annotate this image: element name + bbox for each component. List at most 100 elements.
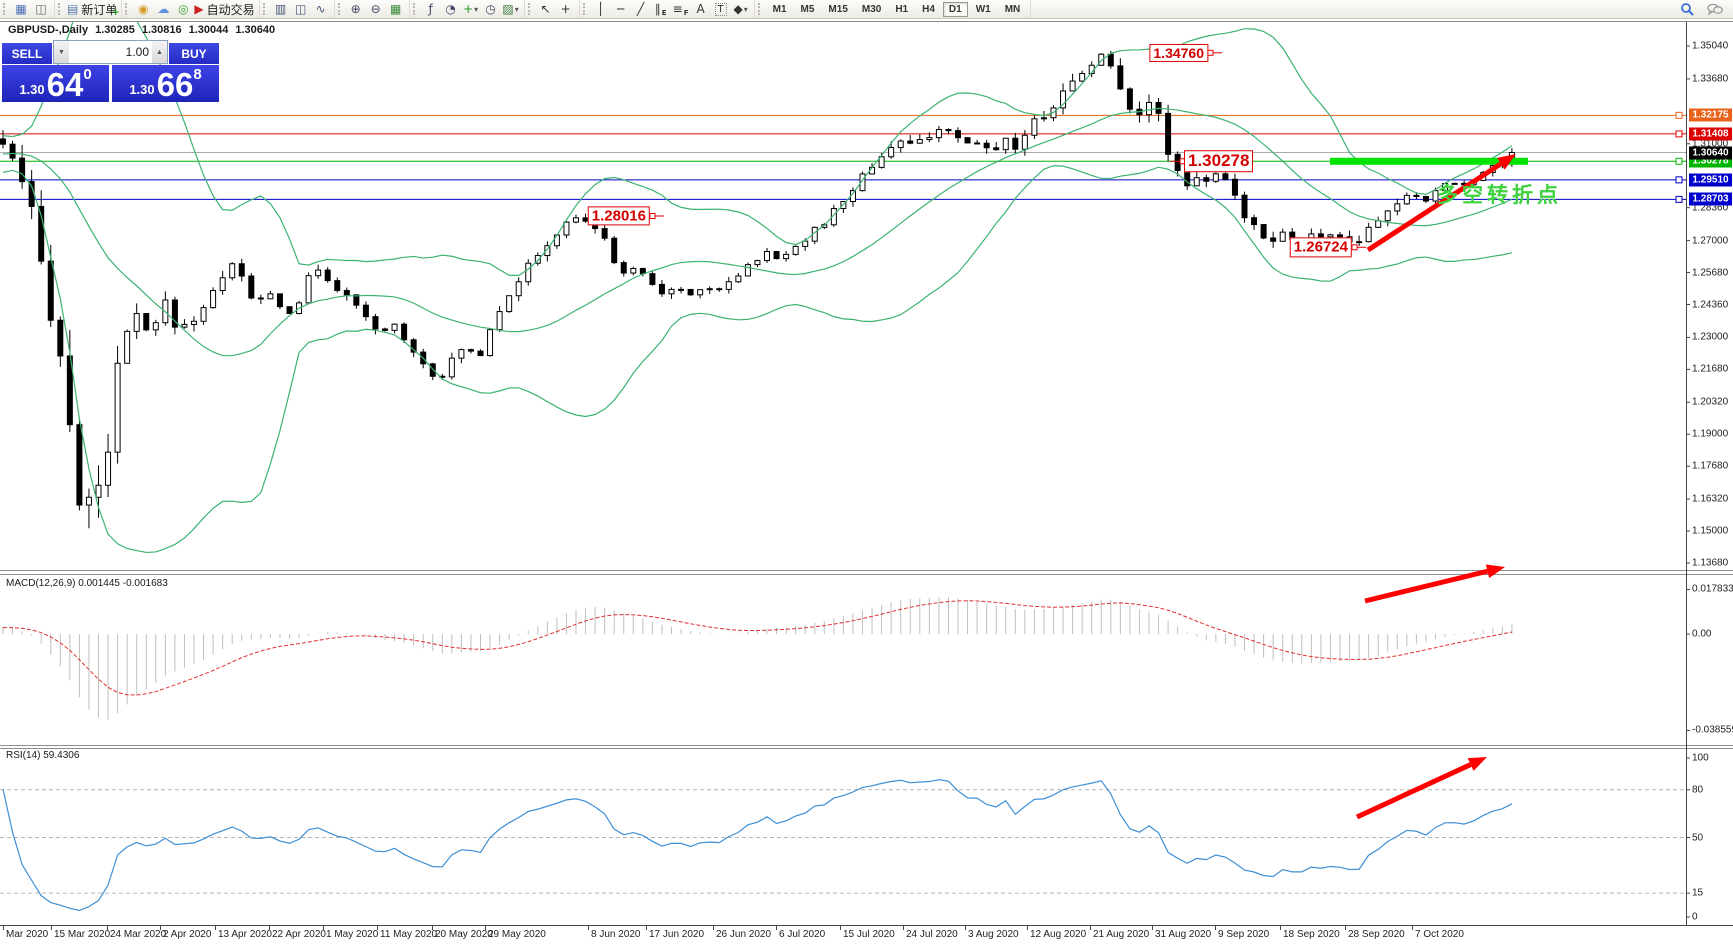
chart-low-value: 1.30044 [188,24,229,36]
sell-price-big: 64 [46,66,84,103]
timeframe-d1[interactable]: D1 [942,1,968,17]
toolbar-grip[interactable] [337,3,343,15]
price-tick-label: 1.31000 [1692,138,1729,150]
toolbar-grip[interactable] [412,3,418,15]
buy-button[interactable]: BUY [169,43,219,64]
price-callout[interactable]: 1.28016 [587,206,650,226]
period-clock-icon[interactable]: ◷ [485,2,496,16]
price-tick-label: 1.27000 [1692,235,1729,247]
bollinger-upper [2,22,1513,277]
date-label: 2 Apr 2020 [163,929,212,940]
price-callout[interactable]: 1.26724 [1289,237,1352,257]
print-preview-icon[interactable]: ◫ [35,2,47,16]
virtual-hosting-icon[interactable]: ☁ [157,2,170,16]
bar-chart-icon[interactable]: ▥ [274,2,287,16]
tile-windows-icon[interactable]: ▦ [389,2,402,16]
date-label: 22 Apr 2020 [272,929,326,940]
toolbar-grip[interactable] [125,3,130,15]
buy-price-prefix: 1.30 [129,82,155,97]
chart-window-icon[interactable]: ▦ [15,2,27,16]
sell-button[interactable]: SELL [2,43,52,64]
price-callout[interactable]: 1.30278 [1184,150,1254,173]
date-label: 8 Jun 2020 [591,929,641,940]
indicators-list-icon[interactable]: ƒ [428,2,433,16]
timeframe-h1[interactable]: H1 [895,3,909,15]
timeframe-mn[interactable]: MN [1004,3,1021,15]
toolbar-grip[interactable] [58,3,63,15]
add-indicator-icon[interactable]: + ▾ [463,2,479,16]
toolbar-grip[interactable] [757,3,763,15]
text-label-icon[interactable]: T [711,1,731,17]
trend-arrow-head [1497,154,1516,170]
funds-icon[interactable]: ◉ [138,2,149,16]
volume-increase-button[interactable]: ▲ [152,41,167,63]
toolbar-grip[interactable] [262,3,268,15]
rsi-layer [0,779,1686,912]
price-tick-label: 1.24360 [1692,299,1729,310]
toolbar-right [1677,1,1733,17]
price-tick-label: 1.20320 [1692,396,1729,408]
buy-price-big: 66 [156,66,194,103]
trend-arrow-head [1467,757,1487,771]
cursor-icon[interactable]: ↖ [540,2,551,16]
equidistant-channel-icon[interactable]: ∥ E [654,2,667,17]
candlestick-chart-icon[interactable]: ◫ [294,2,307,16]
horizontal-line-icon[interactable]: ─ [616,2,625,16]
volume-value[interactable]: 1.00 [125,45,149,59]
zoom-out-icon[interactable]: ⊖ [370,2,381,16]
templates-icon[interactable]: ▨ ▾ [502,2,519,16]
search-icon[interactable] [1677,1,1697,17]
chart-close-value: 1.30640 [235,24,276,36]
highlight-bar [1330,157,1528,165]
toolbar-group: ↖ + [525,0,580,18]
sell-price-sup: 0 [83,66,92,83]
buy-price-sup: 8 [193,66,202,83]
trend-arrow-head [1485,564,1505,579]
new-order-button[interactable]: ▤ + 新订单 [67,2,120,18]
timeframe-m15[interactable]: M15 [828,3,848,15]
crosshair-icon[interactable]: + [560,2,571,16]
date-label: Mar 2020 [6,929,49,940]
fibonacci-icon[interactable]: ≡ F [672,2,689,17]
price-tick-label: 1.21680 [1692,363,1729,375]
trend-arrow [1366,161,1503,253]
text-icon[interactable]: A [696,2,705,16]
timeframe-m1[interactable]: M1 [772,3,787,15]
price-tick-label: 1.16320 [1692,493,1729,505]
rsi-tick-label: 80 [1692,784,1704,796]
price-axis-flag: 1.32175 [1689,108,1732,122]
timeframe-m5[interactable]: M5 [800,3,815,15]
main-toolbar: ▦ ◫ ▤ + 新订单 ◉ ☁ ◎ ▶ 自动交易 ▥ ◫ ∿ ⊕ ⊖ ▦ ƒ ◔ + ▾ ◷ ▨ ▾ ↖ + │ ─ ╱ ∥ E ≡ F A T ◆… [0,0,1733,19]
toolbar-grip[interactable] [3,3,8,15]
timeframe-w1[interactable]: W1 [975,3,991,15]
price-axis-flag: 1.29510 [1689,173,1732,187]
toolbar-grip[interactable] [582,3,588,15]
signals-icon[interactable]: ◎ [178,2,189,16]
toolbar-group: │ ─ ╱ ∥ E ≡ F A T ◆ ▾ [580,0,755,18]
autotrading-button[interactable]: ▶ 自动交易 [194,2,255,17]
zoom-in-icon[interactable]: ⊕ [350,2,361,16]
toolbar-grip[interactable] [527,3,533,15]
rsi-tick-label: 50 [1692,832,1704,843]
buy-price[interactable]: 1.30 66 8 [112,65,219,102]
trend-arrow [1364,568,1489,604]
trendline-icon[interactable]: ╱ [636,2,645,16]
volume-decrease-button[interactable]: ▼ [54,41,69,63]
panel-splitter-rsi[interactable] [0,744,1733,749]
sell-price[interactable]: 1.30 64 0 [2,65,109,102]
vertical-line-icon[interactable]: │ [596,2,605,16]
panel-splitter-macd[interactable] [0,569,1733,574]
arrows-tool-icon[interactable]: ◆ ▾ [733,2,748,16]
line-chart-icon[interactable]: ∿ [315,2,326,16]
timeframe-h4[interactable]: H4 [922,3,935,15]
trend-arrow [1355,762,1472,820]
macd-tick-label: -0.038559 [1692,724,1733,736]
timeframe-m30[interactable]: M30 [861,3,882,15]
price-callout[interactable]: 1.34760 [1149,43,1208,62]
periods-icon[interactable]: ◔ [445,2,456,16]
chart-ohlc-header: GBPUSD-,Daily 1.30285 1.30816 1.30044 1.… [8,24,275,36]
chat-icon[interactable] [1705,1,1725,17]
annotation-text[interactable]: 多空转折点 [1437,184,1562,207]
date-label: 1 May 2020 [326,929,379,940]
